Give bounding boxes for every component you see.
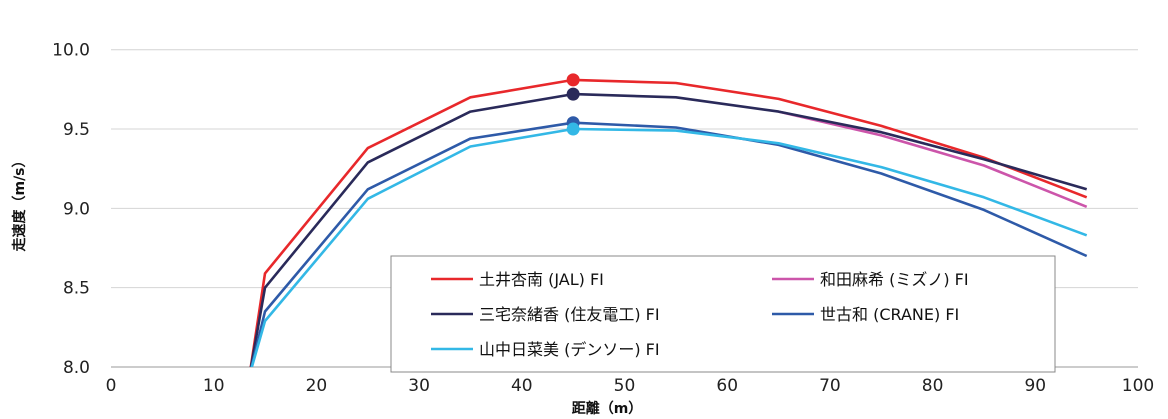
series-line bbox=[249, 92, 1088, 367]
y-axis-title: 走速度（m/s） bbox=[11, 153, 28, 251]
x-axis-title: 距離（m） bbox=[572, 400, 643, 417]
legend-box bbox=[390, 255, 1056, 373]
series-line bbox=[250, 121, 1088, 367]
legend-label: 土井杏南 (JAL) FI bbox=[479, 270, 604, 289]
y-tick-label: 8.5 bbox=[63, 279, 90, 299]
x-tick-label: 90 bbox=[1024, 376, 1046, 396]
series-line bbox=[249, 78, 1088, 367]
y-axis-ticks: 8.0 8.5 9.0 9.5 10.0 bbox=[52, 41, 90, 378]
x-tick-label: 40 bbox=[511, 376, 533, 396]
x-tick-label: 50 bbox=[614, 376, 636, 396]
x-tick-label: 80 bbox=[922, 376, 944, 396]
x-tick-label: 0 bbox=[106, 376, 117, 396]
gridlines bbox=[111, 49, 1138, 289]
x-axis-ticks: 0 10 20 30 40 50 60 70 80 90 100 bbox=[106, 376, 1155, 396]
legend-label: 山中日菜美 (デンソー) FI bbox=[479, 340, 660, 359]
series-line bbox=[250, 127, 1088, 367]
x-tick-label: 70 bbox=[819, 376, 841, 396]
y-tick-label: 8.0 bbox=[63, 358, 90, 378]
peak-marker bbox=[566, 87, 580, 101]
x-tick-label: 10 bbox=[203, 376, 225, 396]
legend-label: 和田麻希 (ミズノ) FI bbox=[820, 270, 969, 289]
x-tick-label: 30 bbox=[408, 376, 430, 396]
series-line bbox=[778, 110, 1088, 209]
legend: 土井杏南 (JAL) FI 和田麻希 (ミズノ) FI 三宅奈緒香 (住友電工) F… bbox=[390, 255, 1056, 373]
y-tick-label: 9.5 bbox=[63, 120, 90, 140]
x-tick-label: 60 bbox=[716, 376, 738, 396]
legend-label: 三宅奈緒香 (住友電工) FI bbox=[479, 305, 660, 324]
peak-marker bbox=[566, 73, 580, 87]
y-tick-label: 10.0 bbox=[52, 41, 90, 61]
peak-marker bbox=[566, 122, 580, 136]
y-tick-label: 9.0 bbox=[63, 199, 90, 219]
peak-markers bbox=[566, 73, 580, 136]
series-lines bbox=[249, 78, 1088, 367]
legend-label: 世古和 (CRANE) FI bbox=[820, 305, 959, 324]
x-tick-label: 100 bbox=[1122, 376, 1154, 396]
x-tick-label: 20 bbox=[306, 376, 328, 396]
